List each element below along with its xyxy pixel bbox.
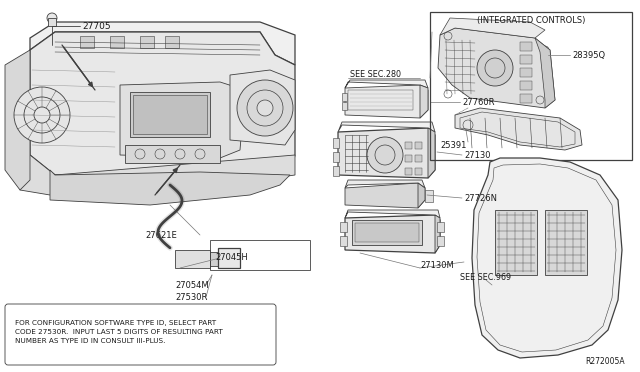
Text: 27726N: 27726N <box>464 193 497 202</box>
Polygon shape <box>420 85 428 118</box>
Text: 27130M: 27130M <box>420 260 454 269</box>
Polygon shape <box>440 18 545 38</box>
Bar <box>405 142 412 149</box>
Bar <box>130 92 210 137</box>
Bar <box>80 36 94 48</box>
Text: 27130: 27130 <box>464 151 490 160</box>
Text: (INTEGRATED CONTROLS): (INTEGRATED CONTROLS) <box>477 16 585 25</box>
Bar <box>175 250 210 268</box>
Text: 27530R: 27530R <box>175 292 207 301</box>
Bar <box>520 42 532 51</box>
Text: 27705: 27705 <box>82 22 111 31</box>
Polygon shape <box>120 82 245 158</box>
Bar <box>210 240 310 270</box>
Circle shape <box>237 80 293 136</box>
Text: 28395Q: 28395Q <box>572 51 605 60</box>
Polygon shape <box>230 70 295 145</box>
Text: 25391: 25391 <box>440 141 467 150</box>
Bar <box>520 68 532 77</box>
Bar <box>405 155 412 162</box>
Text: 27621E: 27621E <box>145 231 177 240</box>
Polygon shape <box>345 215 440 253</box>
Bar <box>415 142 422 149</box>
Bar <box>342 102 347 110</box>
Bar <box>415 155 422 162</box>
Polygon shape <box>30 22 295 65</box>
Bar <box>340 222 347 232</box>
Bar <box>333 166 339 176</box>
Polygon shape <box>345 80 428 88</box>
Polygon shape <box>345 85 428 118</box>
Bar <box>430 12 632 160</box>
Bar <box>437 236 444 246</box>
Bar <box>125 145 220 163</box>
Polygon shape <box>20 155 295 195</box>
Text: SEE SEC.280: SEE SEC.280 <box>350 70 401 78</box>
Polygon shape <box>30 32 295 175</box>
Text: FOR CONFIGURATION SOFTWARE TYPE ID, SELECT PART
CODE 27530R.  INPUT LAST 5 DIGIT: FOR CONFIGURATION SOFTWARE TYPE ID, SELE… <box>15 320 223 344</box>
Polygon shape <box>438 28 555 108</box>
Polygon shape <box>5 50 30 190</box>
Bar <box>520 55 532 64</box>
Text: 27760R: 27760R <box>462 97 495 106</box>
Bar <box>333 138 339 148</box>
Bar <box>48 18 56 26</box>
Circle shape <box>477 50 513 86</box>
Circle shape <box>257 100 273 116</box>
Bar <box>520 94 532 103</box>
Bar <box>210 252 228 266</box>
Bar <box>348 90 413 110</box>
Polygon shape <box>428 128 435 178</box>
Polygon shape <box>535 38 555 108</box>
Polygon shape <box>472 158 622 358</box>
Bar <box>520 81 532 90</box>
Bar <box>110 36 124 48</box>
Polygon shape <box>345 183 425 208</box>
Bar <box>133 95 207 134</box>
Polygon shape <box>338 122 435 132</box>
Bar <box>333 152 339 162</box>
Bar <box>140 36 154 48</box>
Bar <box>355 223 419 242</box>
Polygon shape <box>418 183 425 208</box>
Polygon shape <box>50 170 290 205</box>
Bar <box>340 236 347 246</box>
Text: R272005A: R272005A <box>586 357 625 366</box>
Bar <box>425 190 433 202</box>
Text: 27045H: 27045H <box>215 253 248 262</box>
Text: 27054M: 27054M <box>175 280 209 289</box>
Polygon shape <box>455 108 582 150</box>
Circle shape <box>367 137 403 173</box>
Bar <box>545 210 587 275</box>
Bar <box>415 168 422 175</box>
Bar <box>405 168 412 175</box>
Text: SEE SEC.969: SEE SEC.969 <box>460 273 511 282</box>
Polygon shape <box>435 215 440 253</box>
Circle shape <box>14 87 70 143</box>
Polygon shape <box>345 180 425 188</box>
Polygon shape <box>338 128 435 178</box>
Polygon shape <box>345 210 440 218</box>
Bar <box>352 220 422 245</box>
Circle shape <box>47 13 57 23</box>
Bar <box>342 93 347 101</box>
Bar <box>218 248 240 268</box>
Bar <box>437 222 444 232</box>
Bar <box>165 36 179 48</box>
Bar <box>495 210 537 275</box>
